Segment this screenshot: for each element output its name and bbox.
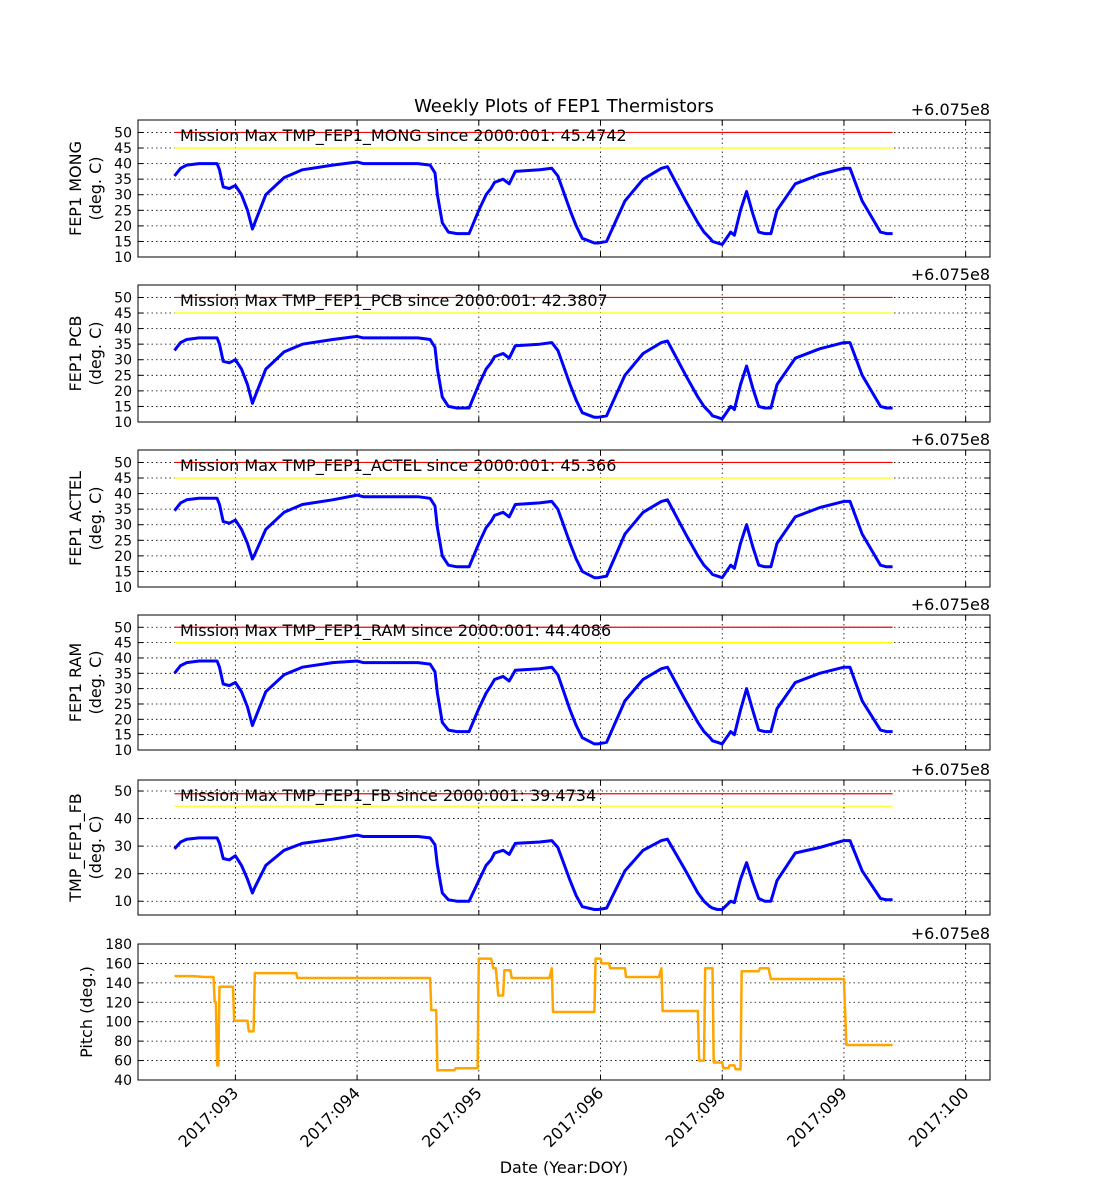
x-axis-label: Date (Year:DOY) [500, 1158, 629, 1177]
y-axis-label: FEP1 MONG [66, 141, 85, 236]
y-tick-label: 15 [114, 399, 132, 415]
x-tick-label: 2017:096 [540, 1083, 608, 1151]
y-tick-label: 160 [105, 956, 132, 972]
y-tick-label: 30 [114, 682, 132, 698]
y-tick-label: 30 [114, 518, 132, 534]
y-axis-label: TMP_FEP1_FB [66, 793, 86, 903]
mission-max-annotation: Mission Max TMP_FEP1_ACTEL since 2000:00… [180, 456, 616, 476]
panel-6: 40 60 80 100 120 140 160 180 +6.075e8 Pitch (deg.… [77, 924, 991, 1151]
panel-5: 10 20 30 40 50 Mission Max TMP_FEP1_FB since … [66, 760, 991, 916]
y-tick-label: 40 [114, 651, 132, 667]
y-tick-label: 15 [114, 728, 132, 744]
y-tick-label: 10 [114, 743, 132, 759]
y-tick-label: 35 [114, 502, 132, 518]
y-axis-label: (deg. C) [86, 157, 105, 221]
plot-frame [137, 614, 991, 751]
y-tick-label: 30 [114, 353, 132, 369]
offset-text: +6.075e8 [911, 595, 990, 614]
y-tick-label: 40 [114, 487, 132, 503]
x-tick-label: 2017:094 [296, 1083, 364, 1151]
y-tick-label: 25 [114, 697, 132, 713]
offset-text: +6.075e8 [911, 760, 990, 779]
y-axis-label: (deg. C) [86, 487, 105, 551]
y-tick-label: 120 [105, 995, 132, 1011]
x-tick-label: 2017:095 [418, 1083, 486, 1151]
y-tick-label: 180 [105, 937, 132, 953]
offset-text: +6.075e8 [911, 924, 990, 943]
y-tick-label: 10 [114, 250, 132, 266]
y-tick-label: 20 [114, 549, 132, 565]
x-tick-label: 2017:099 [783, 1083, 851, 1151]
x-tick-label: 2017:093 [175, 1083, 243, 1151]
y-axis-label: (deg. C) [86, 651, 105, 715]
mission-max-annotation: Mission Max TMP_FEP1_MONG since 2000:001… [180, 126, 627, 146]
plot-frame [137, 284, 991, 423]
y-tick-label: 25 [114, 533, 132, 549]
y-tick-label: 45 [114, 471, 132, 487]
offset-text: +6.075e8 [911, 430, 990, 449]
y-tick-label: 25 [114, 203, 132, 219]
offset-text: +6.075e8 [911, 265, 990, 284]
y-tick-label: 50 [114, 125, 132, 141]
y-axis-label: FEP1 RAM [66, 643, 85, 722]
y-tick-label: 40 [114, 157, 132, 173]
y-tick-label: 35 [114, 172, 132, 188]
plot-frame [137, 779, 991, 916]
mission-max-annotation: Mission Max TMP_FEP1_FB since 2000:001: … [180, 786, 596, 806]
y-tick-label: 40 [114, 322, 132, 338]
chart-title: Weekly Plots of FEP1 Thermistors [414, 96, 714, 117]
y-tick-label: 45 [114, 141, 132, 157]
data-series-line [173, 334, 893, 421]
y-tick-label: 45 [114, 306, 132, 322]
y-tick-label: 20 [114, 384, 132, 400]
y-tick-label: 100 [105, 1015, 132, 1031]
y-tick-label: 20 [114, 712, 132, 728]
y-tick-label: 50 [114, 784, 132, 800]
data-series-line [173, 160, 893, 246]
y-tick-label: 50 [114, 620, 132, 636]
y-tick-label: 45 [114, 636, 132, 652]
y-tick-label: 80 [114, 1034, 132, 1050]
mission-max-annotation: Mission Max TMP_FEP1_RAM since 2000:001:… [180, 621, 611, 641]
y-tick-label: 140 [105, 976, 132, 992]
y-tick-label: 40 [114, 812, 132, 828]
y-tick-label: 35 [114, 666, 132, 682]
y-tick-label: 35 [114, 337, 132, 353]
y-tick-label: 50 [114, 455, 132, 471]
y-axis-label: FEP1 PCB [66, 315, 85, 391]
data-series-line [174, 957, 893, 1072]
data-series-line [173, 833, 893, 911]
y-tick-label: 30 [114, 188, 132, 204]
y-tick-label: 15 [114, 564, 132, 580]
offset-text: +6.075e8 [911, 100, 990, 119]
y-tick-label: 20 [114, 219, 132, 235]
y-tick-label: 50 [114, 290, 132, 306]
y-tick-label: 15 [114, 234, 132, 250]
y-axis-label: FEP1 ACTEL [66, 471, 85, 566]
y-tick-label: 10 [114, 415, 132, 431]
y-tick-label: 30 [114, 839, 132, 855]
y-tick-label: 60 [114, 1054, 132, 1070]
x-tick-label: 2017:100 [905, 1083, 973, 1151]
data-series-line [173, 659, 893, 746]
plot-frame [137, 119, 991, 258]
y-tick-label: 25 [114, 368, 132, 384]
mission-max-annotation: Mission Max TMP_FEP1_PCB since 2000:001:… [180, 291, 608, 311]
y-axis-label: (deg. C) [86, 816, 105, 880]
y-axis-label: (deg. C) [86, 322, 105, 386]
y-tick-label: 10 [114, 894, 132, 910]
y-axis-label: Pitch (deg.) [77, 966, 96, 1058]
x-tick-label: 2017:098 [661, 1083, 729, 1151]
plot-frame [137, 449, 991, 588]
y-tick-label: 20 [114, 867, 132, 883]
y-tick-label: 10 [114, 580, 132, 596]
y-tick-label: 40 [114, 1073, 132, 1089]
data-series-line [173, 493, 893, 580]
